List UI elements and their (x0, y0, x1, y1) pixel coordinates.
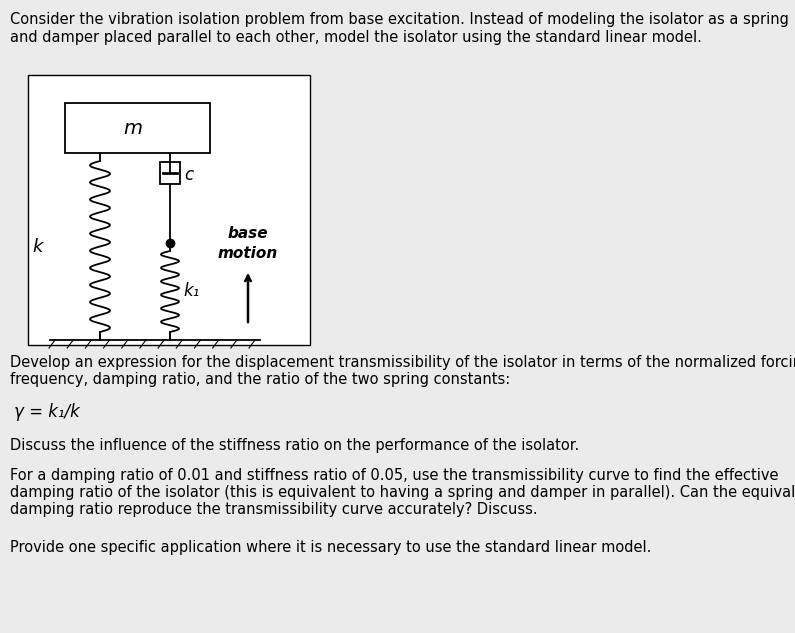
Bar (28, 75, 310, 345)
Text: c: c (184, 166, 193, 184)
Text: base: base (227, 225, 268, 241)
Text: k: k (32, 237, 42, 256)
Text: frequency, damping ratio, and the ratio of the two spring constants:: frequency, damping ratio, and the ratio … (10, 372, 510, 387)
Text: For a damping ratio of 0.01 and stiffness ratio of 0.05, use the transmissibilit: For a damping ratio of 0.01 and stiffnes… (10, 468, 778, 483)
Text: Develop an expression for the displacement transmissibility of the isolator in t: Develop an expression for the displaceme… (10, 355, 795, 370)
Text: Provide one specific application where it is necessary to use the standard linea: Provide one specific application where i… (10, 540, 651, 555)
Text: γ = k₁/k: γ = k₁/k (14, 403, 80, 421)
Bar (160, 162, 180, 184)
Text: Discuss the influence of the stiffness ratio on the performance of the isolator.: Discuss the influence of the stiffness r… (10, 438, 580, 453)
Text: motion: motion (218, 246, 278, 261)
Text: m: m (123, 118, 142, 137)
Bar (65, 103, 210, 153)
Text: and damper placed parallel to each other, model the isolator using the standard : and damper placed parallel to each other… (10, 30, 702, 45)
Text: damping ratio reproduce the transmissibility curve accurately? Discuss.: damping ratio reproduce the transmissibi… (10, 502, 537, 517)
Text: damping ratio of the isolator (this is equivalent to having a spring and damper : damping ratio of the isolator (this is e… (10, 485, 795, 500)
Text: k₁: k₁ (183, 282, 200, 301)
Text: Consider the vibration isolation problem from base excitation. Instead of modeli: Consider the vibration isolation problem… (10, 12, 789, 27)
